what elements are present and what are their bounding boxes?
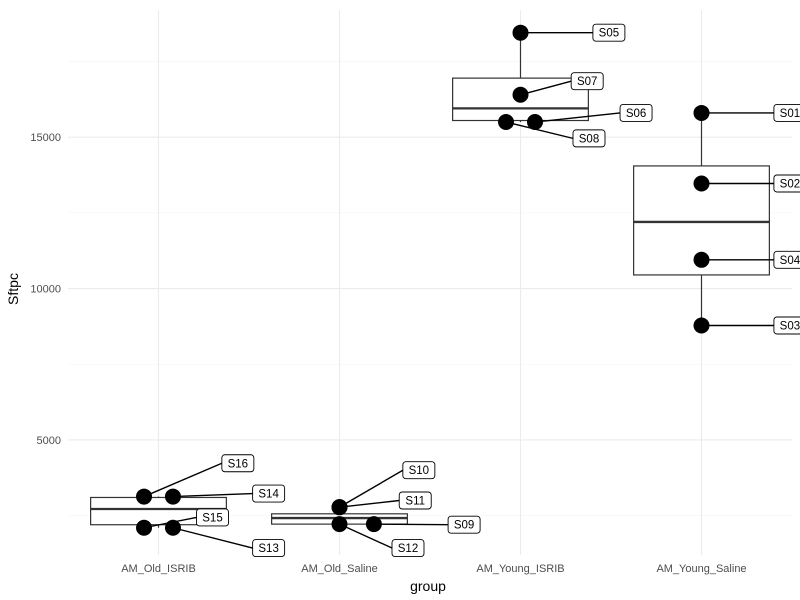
data-point — [136, 488, 153, 505]
label-segment — [505, 121, 574, 140]
point-label: S12 — [391, 539, 425, 557]
data-point — [331, 499, 348, 516]
point-label: S08 — [572, 129, 606, 148]
point-label-box — [773, 316, 800, 335]
point-label: S15 — [196, 508, 229, 527]
label-segment — [373, 523, 449, 526]
x-tick-label: AM_Old_Saline — [301, 563, 377, 575]
point-label: S01 — [773, 103, 800, 122]
point-label-text: S02 — [780, 178, 800, 190]
grid — [68, 10, 792, 555]
label-segment — [520, 80, 572, 96]
point-label-box — [398, 491, 432, 510]
label-segment — [172, 527, 253, 549]
x-axis-title: group — [410, 578, 446, 594]
point-label: S09 — [447, 515, 481, 534]
point-label: S04 — [773, 250, 800, 269]
point-label-box — [221, 454, 255, 473]
point-label-text: S08 — [579, 133, 599, 145]
label-segments — [143, 32, 774, 549]
point-label: S06 — [619, 103, 653, 122]
point-label: S07 — [570, 72, 604, 91]
point-label: S10 — [402, 461, 436, 480]
point-label-text: S01 — [780, 108, 800, 120]
data-point — [693, 175, 710, 192]
point-label-text: S11 — [405, 496, 425, 508]
points — [136, 24, 710, 536]
point-label-text: S05 — [599, 28, 619, 40]
data-point — [331, 516, 348, 533]
label-segment — [172, 492, 253, 498]
y-axis-title: Sftpc — [5, 273, 21, 305]
point-label-text: S14 — [258, 489, 279, 501]
point-label: S13 — [252, 539, 286, 557]
point-label-text: S03 — [780, 320, 800, 332]
point-label-box — [619, 103, 653, 122]
point-label-box — [773, 174, 800, 193]
data-point — [512, 86, 529, 103]
x-tick-label: AM_Young_ISRIB — [476, 563, 564, 575]
point-label-text: S12 — [398, 543, 418, 555]
boxes — [90, 32, 770, 528]
point-label-box — [572, 129, 606, 148]
y-tick-label: 10000 — [30, 284, 61, 296]
point-labels: S01 S02 S03 S04 S05 S06 S07 S08 S09 S10 S11 S12 S13 S… — [196, 23, 800, 557]
data-point — [526, 114, 543, 131]
point-label-box — [252, 484, 286, 503]
data-point — [512, 24, 529, 41]
point-label-box — [252, 539, 286, 557]
point-label-box — [773, 103, 800, 122]
point-label-text: S09 — [454, 520, 474, 532]
x-tick-label: AM_Young_Saline — [656, 563, 746, 575]
point-label-box — [592, 23, 626, 42]
point-label-box — [773, 250, 800, 269]
data-point — [498, 114, 515, 131]
point-label: S05 — [592, 23, 626, 42]
point-label: S03 — [773, 316, 800, 335]
point-label-text: S16 — [228, 458, 248, 470]
data-point — [164, 519, 181, 536]
point-label: S16 — [221, 454, 255, 473]
data-point — [693, 104, 710, 121]
point-label-text: S15 — [202, 512, 222, 524]
label-segment — [339, 499, 400, 508]
point-label-text: S13 — [258, 543, 278, 555]
data-point — [365, 516, 382, 533]
data-point — [164, 488, 181, 505]
point-label-box — [196, 508, 229, 527]
point-label-box — [570, 72, 604, 91]
data-point — [136, 519, 153, 536]
x-tick-labels: AM_Old_ISRIB AM_Old_Saline AM_Young_ISRIB A… — [121, 563, 746, 575]
x-tick-label: AM_Old_ISRIB — [121, 563, 196, 575]
label-segment — [534, 112, 621, 123]
point-label-text: S04 — [780, 255, 800, 267]
data-point — [693, 317, 710, 334]
label-segment — [143, 462, 223, 498]
point-label-text: S06 — [626, 108, 646, 120]
point-label: S14 — [252, 484, 286, 503]
point-label-box — [391, 539, 425, 557]
data-point — [693, 251, 710, 268]
point-label-text: S10 — [409, 465, 429, 477]
point-label-box — [402, 461, 436, 480]
label-segment — [339, 469, 404, 508]
point-label: S02 — [773, 174, 800, 193]
label-segment — [339, 523, 393, 549]
point-label: S11 — [398, 491, 432, 510]
y-tick-label: 15000 — [30, 132, 61, 144]
point-label-box — [447, 515, 481, 534]
point-label-text: S07 — [577, 76, 597, 88]
y-tick-label: 5000 — [37, 435, 61, 447]
y-tick-labels: 5000 10000 15000 — [30, 132, 61, 447]
